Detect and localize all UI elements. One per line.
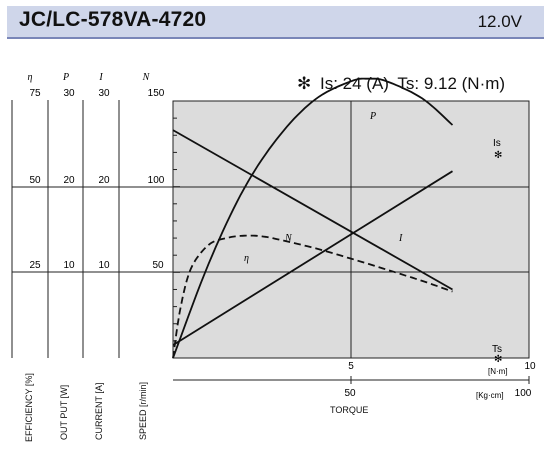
stall-torque-mark-icon: ✻ [494,354,502,365]
output-tick: 20 [63,175,75,186]
current-symbol: I [98,72,103,83]
efficiency-tick: 75 [29,88,41,99]
current-tick: 10 [98,260,110,271]
stall-mark-icon: ✻ [297,74,312,93]
output-axis-title: OUT PUT [W] [59,384,69,440]
torque-nm-tick: 5 [348,361,354,372]
torque-axis [173,376,530,384]
output-tick: 10 [63,260,75,271]
speed-tick: 150 [148,88,165,99]
speed-symbol: N [142,72,151,83]
torque-kgcm-tick: 50 [344,388,356,399]
efficiency-symbol: η [28,72,33,83]
efficiency-tick: 50 [29,175,41,186]
torque-kgcm-tick: 100 [515,388,532,399]
torque-kgcm-unit: [Kg·cm] [476,391,504,400]
speed-tick: 100 [148,175,165,186]
current-tick: 20 [98,175,110,186]
speed-minor-ticks [173,100,180,359]
current-tick: 30 [98,88,110,99]
speed-curve-label: N [284,233,293,244]
title-bar: JC/LC-578VA-4720 12.0V [7,6,544,39]
stall-current-mark-icon: ✻ [494,150,502,161]
stall-torque-marker: Ts [492,344,502,355]
stall-torque: Ts: 9.12 (N·m) [397,74,506,93]
output-curve [172,77,454,359]
current-curve-label: I [398,233,403,244]
output-curve-label: P [369,111,376,122]
output-tick: 30 [63,88,75,99]
left-axis-table [11,100,173,358]
current-curve [172,170,453,346]
plot-grid [173,101,529,358]
torque-nm-tick: 10 [524,361,536,372]
efficiency-axis-title: EFFICIENCY [%] [24,373,34,442]
output-symbol: P [62,72,69,83]
model-name: JC/LC-578VA-4720 [19,8,207,31]
stall-current-marker: Is [493,138,501,149]
efficiency-curve-label: η [244,253,249,264]
current-axis-title: CURRENT [A] [94,382,104,440]
torque-nm-unit: [N·m] [488,367,508,376]
speed-tick: 50 [152,260,164,271]
rated-voltage: 12.0V [477,12,522,31]
torque-axis-title: TORQUE [330,405,369,415]
efficiency-tick: 25 [29,260,41,271]
speed-curve [172,129,453,291]
efficiency-curve [172,234,453,359]
speed-axis-title: SPEED [r/min] [138,381,148,440]
